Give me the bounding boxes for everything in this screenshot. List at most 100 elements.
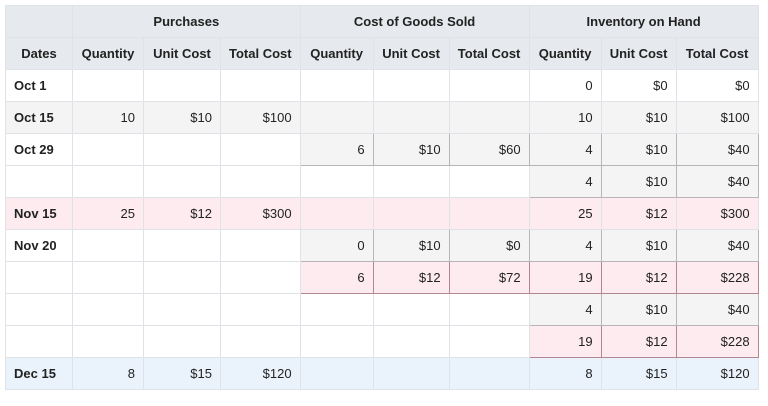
value-cell: $10 — [600, 133, 677, 166]
table-row: Oct 15 10 $10 $100 10 $10 $100 — [5, 101, 759, 134]
value-cell: 4 — [528, 229, 602, 262]
value-cell: $0 — [448, 229, 530, 262]
group-header: Cost of Goods Sold — [299, 5, 530, 38]
inventory-table: Purchases Cost of Goods Sold Inventory on … — [5, 5, 759, 390]
value-cell — [143, 229, 221, 262]
value-cell — [372, 165, 450, 198]
value-cell — [372, 357, 450, 390]
value-cell: $10 — [372, 133, 450, 166]
value-cell: 0 — [299, 229, 374, 262]
value-cell: $0 — [600, 69, 677, 102]
value-cell: $100 — [675, 101, 759, 134]
value-cell: $15 — [143, 357, 221, 390]
value-cell: $10 — [372, 229, 450, 262]
date-cell: Nov 20 — [5, 229, 73, 262]
value-cell: 19 — [528, 325, 602, 358]
column-header: Unit Cost — [600, 37, 677, 70]
table-row: 4 $10 $40 — [5, 293, 759, 326]
date-cell: Oct 15 — [5, 101, 73, 134]
value-cell — [299, 293, 374, 326]
table-row: Nov 20 0 $10 $0 4 $10 $40 — [5, 229, 759, 262]
date-cell: Dec 15 — [5, 357, 73, 390]
value-cell: $10 — [600, 165, 677, 198]
value-cell: 4 — [528, 293, 602, 326]
value-cell — [448, 101, 530, 134]
value-cell — [220, 69, 301, 102]
value-cell: $40 — [675, 133, 759, 166]
value-cell: $12 — [600, 197, 677, 230]
value-cell — [448, 165, 530, 198]
date-cell — [5, 261, 73, 294]
value-cell — [448, 325, 530, 358]
value-cell: 6 — [299, 133, 374, 166]
value-cell — [372, 325, 450, 358]
value-cell: $72 — [448, 261, 530, 294]
value-cell: $12 — [600, 261, 677, 294]
value-cell: $60 — [448, 133, 530, 166]
value-cell: $300 — [220, 197, 301, 230]
value-cell — [143, 261, 221, 294]
column-header: Quantity — [299, 37, 374, 70]
value-cell — [220, 261, 301, 294]
value-cell — [299, 69, 374, 102]
value-cell — [372, 293, 450, 326]
group-header: Inventory on Hand — [528, 5, 759, 38]
value-cell — [72, 69, 144, 102]
column-header: Total Cost — [675, 37, 759, 70]
value-cell: $40 — [675, 293, 759, 326]
column-header-row: Dates Quantity Unit Cost Total Cost Quantity… — [5, 37, 759, 70]
value-cell: $12 — [372, 261, 450, 294]
date-cell — [5, 293, 73, 326]
date-cell: Nov 15 — [5, 197, 73, 230]
value-cell — [72, 325, 144, 358]
column-header: Dates — [5, 37, 73, 70]
value-cell: $12 — [143, 197, 221, 230]
value-cell: 0 — [528, 69, 602, 102]
value-cell — [143, 325, 221, 358]
value-cell — [72, 133, 144, 166]
group-header-row: Purchases Cost of Goods Sold Inventory on … — [5, 5, 759, 38]
column-header: Quantity — [72, 37, 144, 70]
value-cell — [220, 325, 301, 358]
value-cell: 8 — [72, 357, 144, 390]
value-cell — [448, 197, 530, 230]
value-cell — [72, 229, 144, 262]
date-cell: Oct 1 — [5, 69, 73, 102]
value-cell: 10 — [528, 101, 602, 134]
value-cell — [220, 229, 301, 262]
value-cell — [220, 293, 301, 326]
value-cell: $120 — [675, 357, 759, 390]
value-cell: 25 — [72, 197, 144, 230]
value-cell: $10 — [143, 101, 221, 134]
table-row: Nov 15 25 $12 $300 25 $12 $300 — [5, 197, 759, 230]
value-cell: $120 — [220, 357, 301, 390]
value-cell: $228 — [675, 325, 759, 358]
value-cell — [448, 69, 530, 102]
value-cell: $12 — [600, 325, 677, 358]
column-header: Quantity — [528, 37, 602, 70]
value-cell: 25 — [528, 197, 602, 230]
column-header: Total Cost — [448, 37, 530, 70]
value-cell — [220, 133, 301, 166]
value-cell: 4 — [528, 133, 602, 166]
value-cell: $10 — [600, 101, 677, 134]
value-cell: 10 — [72, 101, 144, 134]
value-cell — [372, 69, 450, 102]
value-cell: $10 — [600, 293, 677, 326]
date-cell — [5, 325, 73, 358]
value-cell: $228 — [675, 261, 759, 294]
table-row: 4 $10 $40 — [5, 165, 759, 198]
table-row: Oct 1 0 $0 $0 — [5, 69, 759, 102]
value-cell: 6 — [299, 261, 374, 294]
value-cell — [448, 357, 530, 390]
value-cell — [72, 261, 144, 294]
date-cell: Oct 29 — [5, 133, 73, 166]
column-header: Unit Cost — [372, 37, 450, 70]
value-cell: $300 — [675, 197, 759, 230]
table-row: 6 $12 $72 19 $12 $228 — [5, 261, 759, 294]
value-cell: $40 — [675, 165, 759, 198]
value-cell — [143, 293, 221, 326]
value-cell — [372, 197, 450, 230]
value-cell: $0 — [675, 69, 759, 102]
